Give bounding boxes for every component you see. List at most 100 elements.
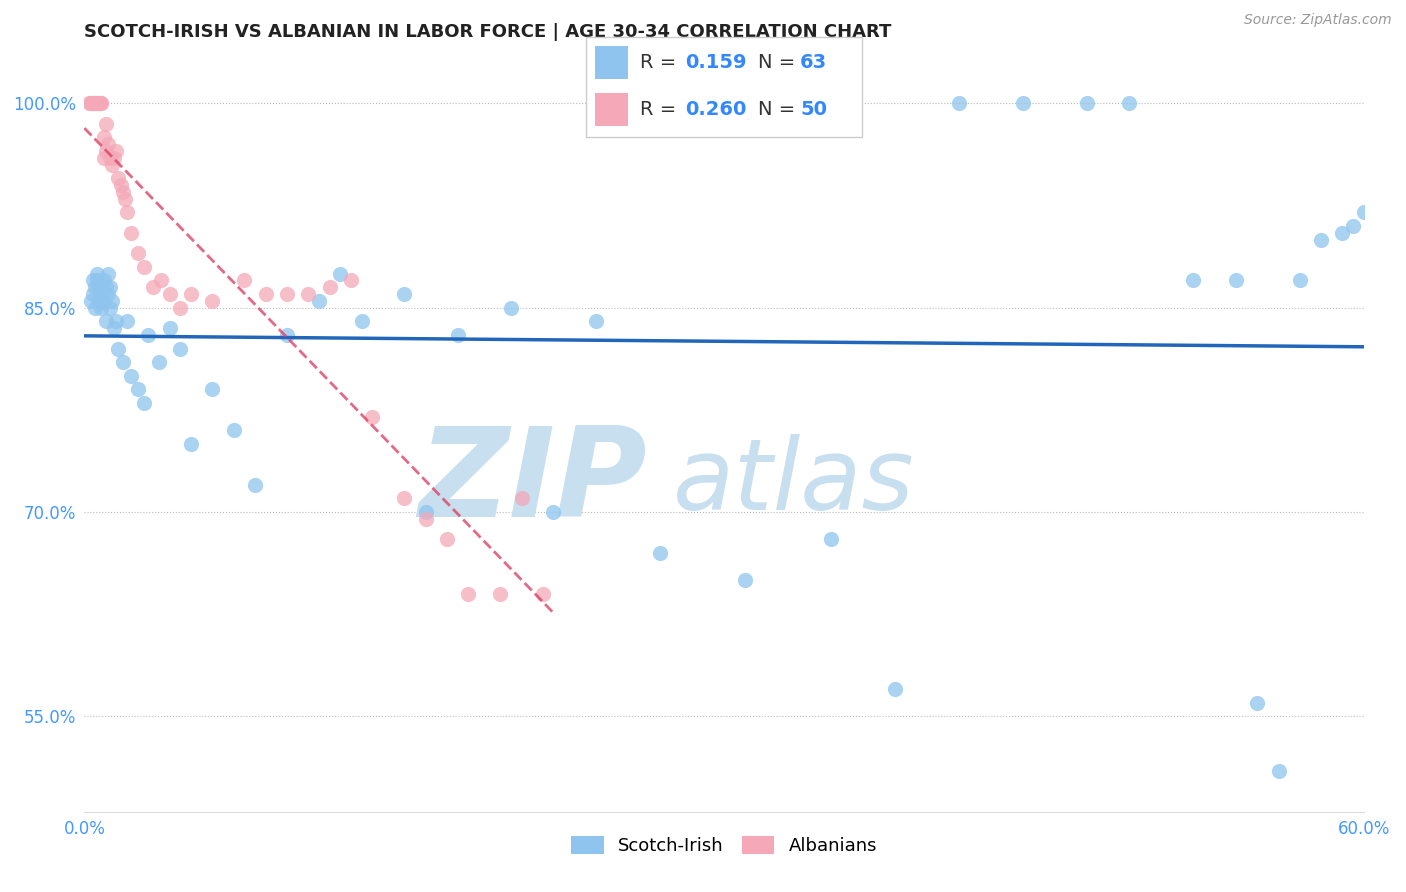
Point bbox=[499, 301, 522, 315]
Point bbox=[98, 301, 121, 315]
Point bbox=[98, 280, 121, 294]
Point bbox=[86, 96, 108, 111]
Text: R =: R = bbox=[640, 100, 682, 119]
Point bbox=[142, 280, 165, 294]
Point bbox=[80, 96, 103, 111]
Point bbox=[233, 273, 256, 287]
Point bbox=[80, 96, 103, 111]
Point bbox=[650, 546, 672, 560]
Point bbox=[254, 287, 277, 301]
Point bbox=[94, 314, 117, 328]
Text: N =: N = bbox=[758, 100, 801, 119]
Point bbox=[80, 293, 103, 308]
Point bbox=[103, 321, 125, 335]
Point bbox=[90, 96, 112, 111]
Text: R =: R = bbox=[640, 53, 682, 72]
Point bbox=[159, 287, 181, 301]
Point bbox=[138, 327, 160, 342]
Point bbox=[1118, 96, 1140, 111]
Point bbox=[101, 158, 124, 172]
Text: Source: ZipAtlas.com: Source: ZipAtlas.com bbox=[1244, 13, 1392, 28]
Point bbox=[84, 280, 107, 294]
Point bbox=[82, 96, 104, 111]
Point bbox=[93, 293, 115, 308]
Point bbox=[89, 96, 111, 111]
Point bbox=[105, 314, 128, 328]
Point bbox=[111, 355, 134, 369]
Point bbox=[446, 327, 468, 342]
Point bbox=[394, 491, 416, 506]
Point bbox=[90, 301, 112, 315]
Text: ZIP: ZIP bbox=[419, 422, 647, 542]
Point bbox=[97, 267, 120, 281]
Point bbox=[1225, 273, 1247, 287]
Point bbox=[97, 287, 120, 301]
Point bbox=[243, 477, 266, 491]
Point bbox=[180, 287, 202, 301]
Point bbox=[82, 273, 104, 287]
Point bbox=[948, 96, 970, 111]
Point bbox=[1076, 96, 1098, 111]
Point bbox=[148, 355, 170, 369]
Point bbox=[77, 96, 100, 111]
Legend: Scotch-Irish, Albanians: Scotch-Irish, Albanians bbox=[571, 837, 877, 855]
Point bbox=[820, 533, 842, 547]
Text: N =: N = bbox=[758, 53, 801, 72]
Point bbox=[115, 205, 138, 219]
Point bbox=[1011, 96, 1033, 111]
Point bbox=[1341, 219, 1364, 233]
Point bbox=[415, 512, 437, 526]
Point bbox=[1310, 233, 1333, 247]
FancyBboxPatch shape bbox=[586, 37, 862, 137]
Point bbox=[120, 226, 142, 240]
Point bbox=[90, 287, 112, 301]
Point bbox=[159, 321, 181, 335]
Point bbox=[93, 151, 115, 165]
Point bbox=[883, 682, 905, 697]
Point bbox=[457, 587, 479, 601]
Point bbox=[1267, 764, 1289, 778]
Point bbox=[86, 267, 108, 281]
Point bbox=[94, 117, 117, 131]
Point bbox=[150, 273, 173, 287]
Point bbox=[89, 280, 111, 294]
Point bbox=[97, 137, 120, 152]
Point bbox=[103, 151, 125, 165]
Point bbox=[132, 396, 155, 410]
Point bbox=[82, 96, 104, 111]
Point bbox=[318, 280, 340, 294]
Point bbox=[489, 587, 512, 601]
Point bbox=[1288, 273, 1310, 287]
Point bbox=[114, 192, 136, 206]
Point bbox=[132, 260, 155, 274]
Point bbox=[86, 96, 108, 111]
Point bbox=[361, 409, 384, 424]
Point bbox=[308, 293, 330, 308]
Point bbox=[1246, 696, 1268, 710]
Point bbox=[82, 287, 104, 301]
Text: 50: 50 bbox=[800, 100, 827, 119]
Point bbox=[89, 96, 111, 111]
Point bbox=[1182, 273, 1205, 287]
Point bbox=[297, 287, 319, 301]
Point bbox=[201, 293, 224, 308]
Point bbox=[276, 327, 298, 342]
Point bbox=[115, 314, 138, 328]
Point bbox=[86, 273, 108, 287]
Point bbox=[90, 96, 112, 111]
Point bbox=[107, 171, 129, 186]
Point bbox=[111, 185, 134, 199]
Point bbox=[436, 533, 458, 547]
Point bbox=[510, 491, 533, 506]
Point bbox=[350, 314, 373, 328]
Point bbox=[93, 130, 115, 145]
Point bbox=[169, 342, 191, 356]
Point bbox=[276, 287, 298, 301]
Text: atlas: atlas bbox=[673, 434, 914, 531]
Text: 0.159: 0.159 bbox=[685, 53, 747, 72]
Point bbox=[98, 151, 121, 165]
Point bbox=[201, 383, 224, 397]
Point bbox=[222, 423, 245, 437]
Point bbox=[105, 144, 128, 158]
Point bbox=[89, 293, 111, 308]
